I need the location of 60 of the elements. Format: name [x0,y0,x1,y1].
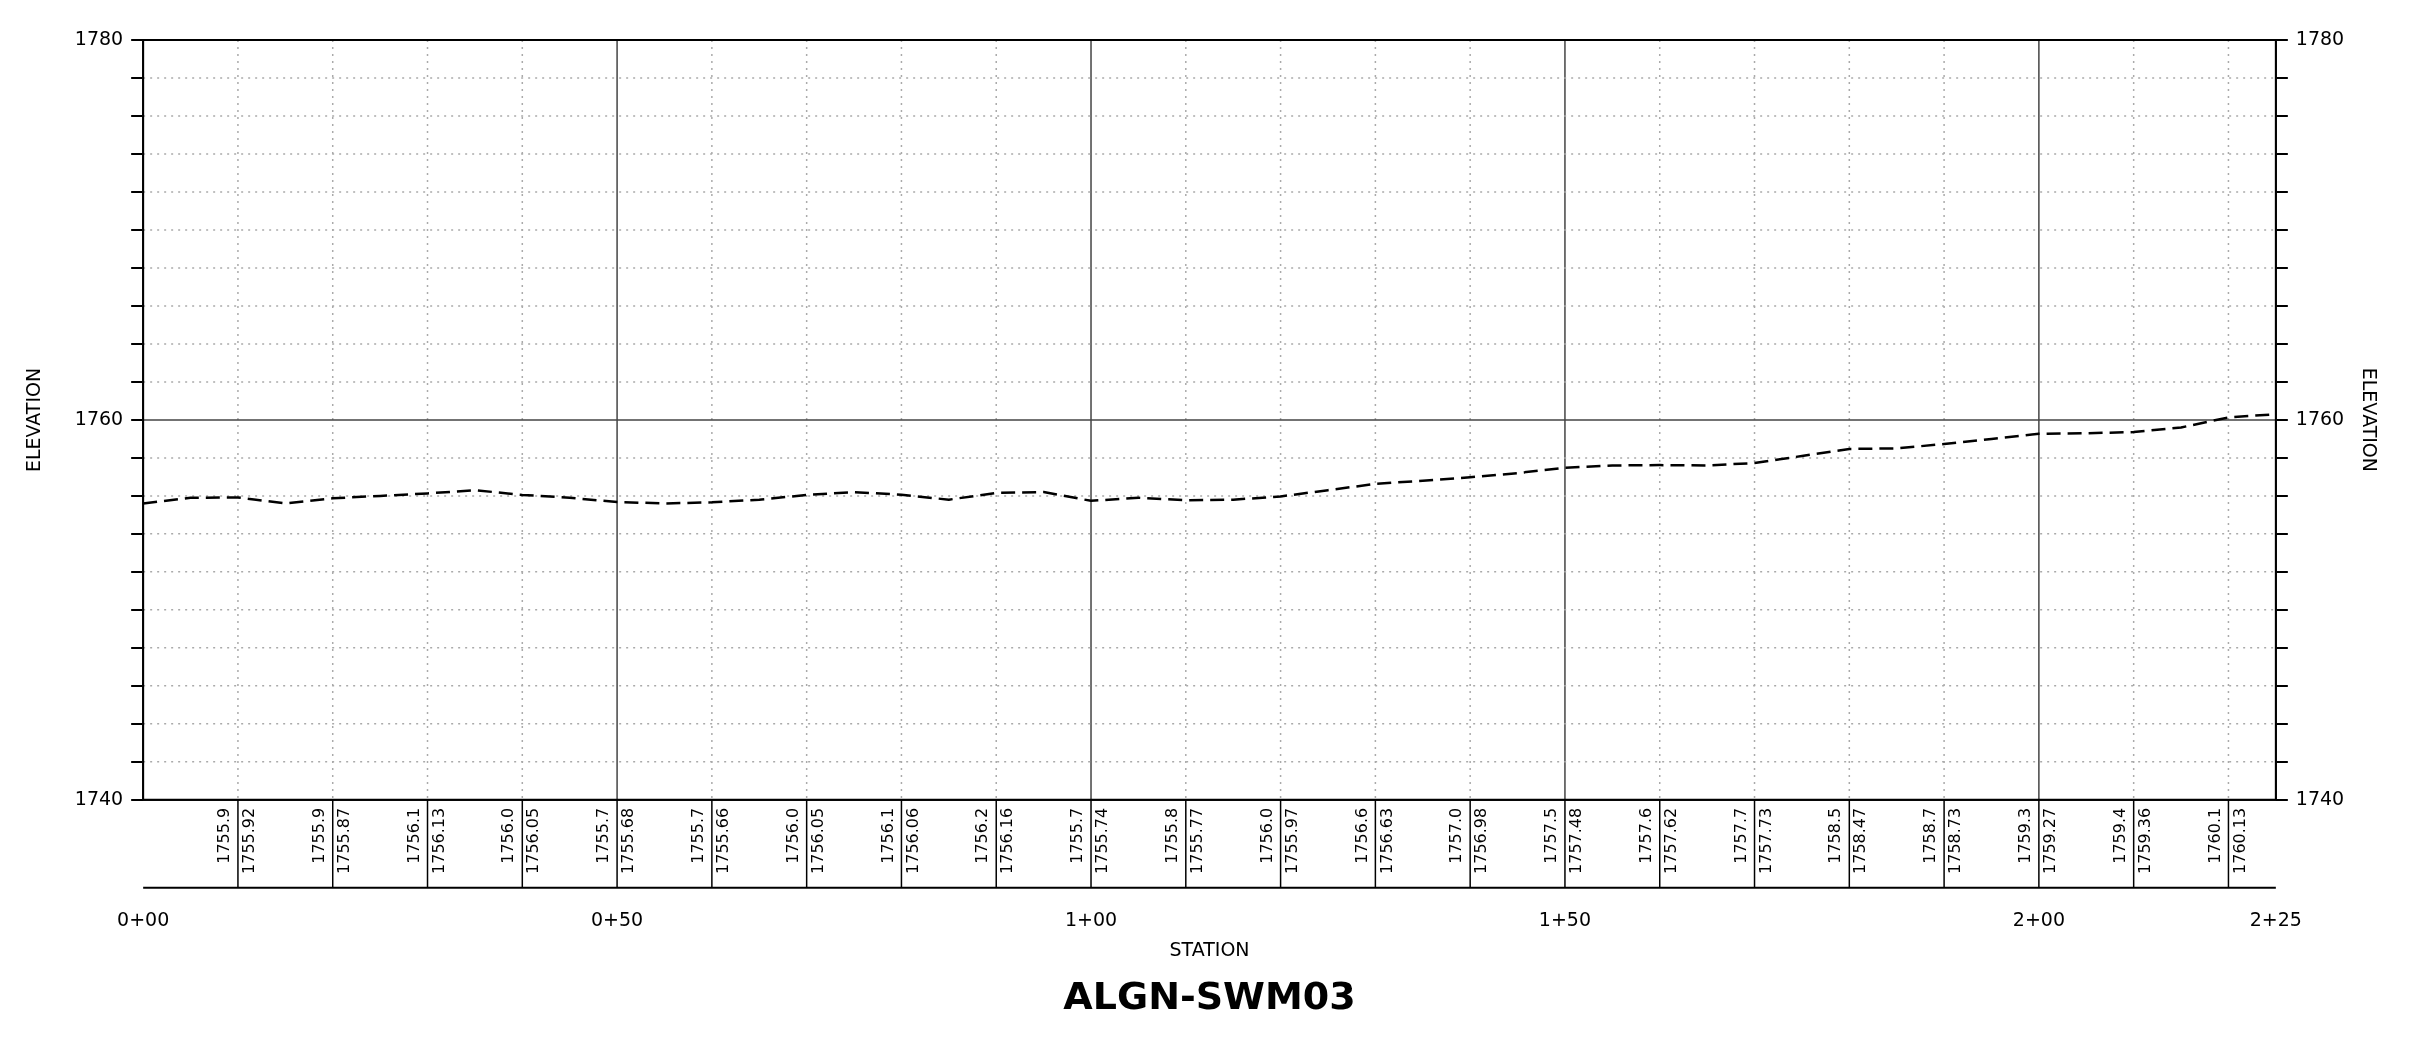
data-label: 1758.47 [1850,807,1870,874]
text: 1758.5 [1825,807,1845,864]
data-label: 1755.66 [713,807,733,874]
text: 1755.7 [1067,807,1087,864]
text: 1755.9 [214,807,234,864]
y2-tick-label: 1760 [2295,406,2345,429]
text: 1757.5 [1541,807,1561,864]
text: 1755.8 [1161,807,1181,864]
data-label: 1755.74 [1092,807,1112,874]
data-label: 1756.16 [997,807,1017,874]
text: 1756.0 [782,807,802,864]
data-label: 1756.05 [523,807,543,874]
data-label: 1756.13 [428,807,448,874]
y2-axis-title: ELEVATION [2358,367,2381,473]
x-tick-label: 2+25 [2249,908,2302,931]
data-label: 1756.63 [1376,807,1396,874]
data-label: 1755.87 [333,807,353,874]
text: 1759.4 [2109,807,2129,864]
data-label: 1757.48 [1566,807,1586,874]
data-label: 1760.13 [2229,807,2249,874]
x-tick-label: 0+00 [117,908,170,931]
text: 1756.2 [972,807,992,864]
data-label: 1755.68 [618,807,638,874]
text: 1758.7 [1920,807,1940,864]
text: 1756.1 [403,807,423,864]
data-label: 1755.97 [1281,807,1301,874]
data-label: 1756.98 [1471,807,1491,874]
data-label: 1759.36 [2134,807,2154,874]
x-tick-label: 1+00 [1064,908,1118,931]
x-tick-label: 1+50 [1538,908,1592,931]
y-axis-title: ELEVATION [22,367,45,473]
data-label: 1756.06 [902,807,922,874]
text: 1755.7 [688,807,708,864]
data-label: 1759.27 [2040,807,2060,874]
data-label: 1755.77 [1186,807,1206,874]
x-axis-title: STATION [1169,937,1250,960]
text: 1755.9 [308,807,328,864]
text: 1757.6 [1635,807,1655,864]
text: 1756.6 [1351,807,1371,864]
text: 1755.7 [593,807,613,864]
text: ALGN-SWM03 [1063,974,1356,1019]
data-label: 1757.62 [1660,807,1680,874]
y-tick-label: 1780 [74,26,124,49]
y-tick-label: 1760 [74,406,124,429]
y2-tick-label: 1780 [2295,26,2345,49]
x-tick-label: 2+00 [2012,908,2065,931]
data-label: 1758.73 [1945,807,1965,874]
text: 1756.0 [498,807,518,864]
y2-tick-label: 1740 [2295,786,2345,809]
text: 1756.0 [1256,807,1276,864]
x-tick-label: 0+50 [590,908,644,931]
data-label: 1757.73 [1755,807,1775,874]
text: 1759.3 [2015,807,2035,864]
data-label: 1755.92 [239,807,259,874]
y-tick-label: 1740 [74,786,124,809]
text: 1760.1 [2204,807,2224,864]
text: 1757.7 [1730,807,1750,864]
data-label: 1756.05 [807,807,827,874]
text: 1756.1 [877,807,897,864]
text: 1757.0 [1446,807,1466,864]
